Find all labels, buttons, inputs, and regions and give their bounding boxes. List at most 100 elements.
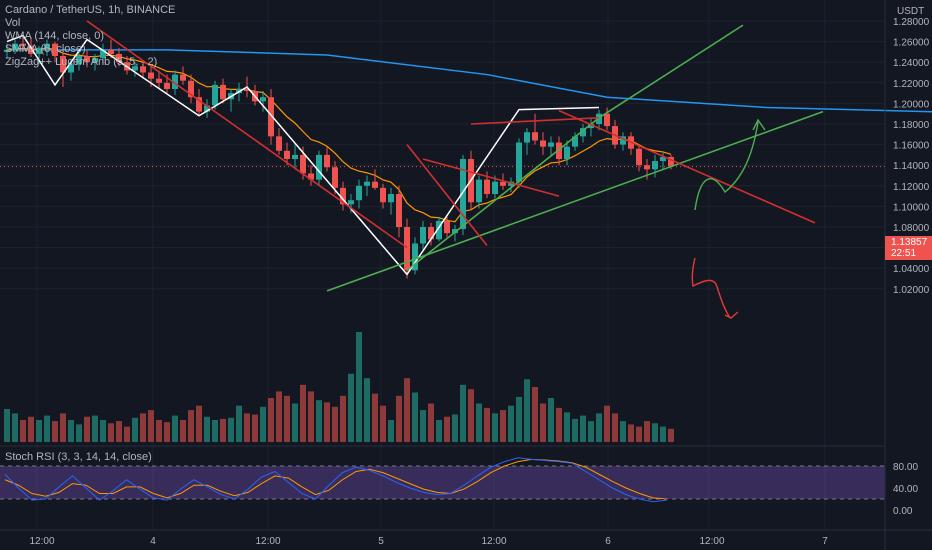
volume-bar bbox=[228, 417, 234, 442]
volume-bar bbox=[324, 402, 330, 442]
price-tick-label: 1.04000 bbox=[893, 264, 930, 275]
stoch-rsi-k-line bbox=[4, 457, 667, 503]
volume-bar bbox=[468, 389, 474, 442]
candle-body bbox=[412, 243, 418, 271]
volume-bar bbox=[644, 421, 650, 442]
volume-bar bbox=[220, 418, 226, 442]
volume-bar bbox=[12, 413, 18, 442]
time-tick-label: 12:00 bbox=[699, 536, 724, 547]
time-tick-label: 7 bbox=[822, 536, 828, 547]
candle-body bbox=[260, 97, 266, 102]
indicator-zigzag[interactable]: ZigZag++ Lucem Anb (5, 5, , 2) bbox=[5, 56, 158, 68]
volume-bar bbox=[316, 400, 322, 442]
price-tick-label: 1.28000 bbox=[893, 17, 930, 28]
volume-bar bbox=[292, 403, 298, 442]
indicator-smma[interactable]: SMMA (6, close) bbox=[5, 43, 86, 55]
candle-body bbox=[588, 124, 594, 129]
candle-body bbox=[4, 49, 10, 52]
volume-bar bbox=[4, 409, 10, 442]
candle-body bbox=[420, 227, 426, 244]
candle-body bbox=[476, 179, 482, 203]
candle-body bbox=[132, 66, 138, 71]
volume-bar bbox=[636, 426, 642, 442]
indicator-stoch-rsi[interactable]: Stoch RSI (3, 3, 14, 14, close) bbox=[5, 451, 152, 463]
time-tick-label: 12:00 bbox=[255, 536, 280, 547]
candle-body bbox=[636, 148, 642, 166]
volume-bar bbox=[652, 423, 658, 442]
volume-bar bbox=[60, 413, 66, 442]
candle-body bbox=[492, 181, 498, 195]
time-tick-label: 4 bbox=[150, 536, 156, 547]
candle-body bbox=[108, 49, 114, 54]
volume-bar bbox=[132, 417, 138, 442]
volume-bar bbox=[180, 420, 186, 442]
volume-bar bbox=[236, 405, 242, 442]
channel-line-red bbox=[422, 158, 560, 197]
candle-body bbox=[324, 154, 330, 168]
volume-bar bbox=[484, 407, 490, 442]
candle-body bbox=[596, 113, 602, 124]
volume-bar bbox=[124, 426, 130, 442]
last-price: 1.13857 bbox=[891, 237, 928, 248]
price-tick-label: 1.22000 bbox=[893, 79, 930, 90]
candle-body bbox=[460, 159, 466, 230]
price-tick-label: 1.08000 bbox=[893, 223, 930, 234]
candle-body bbox=[156, 78, 162, 83]
volume-bar bbox=[492, 413, 498, 442]
price-tick-label: 1.16000 bbox=[893, 141, 930, 152]
candle-body bbox=[60, 56, 66, 73]
volume-bar bbox=[252, 414, 258, 442]
candle-body bbox=[180, 74, 186, 81]
volume-bar bbox=[516, 396, 522, 442]
volume-bar bbox=[556, 407, 562, 442]
candle-body bbox=[204, 105, 210, 112]
volume-bar bbox=[668, 428, 674, 442]
last-price-tag: 1.13857 22:51 bbox=[885, 236, 932, 260]
candle-body bbox=[212, 84, 218, 106]
candle-body bbox=[556, 142, 562, 160]
volume-bar bbox=[420, 410, 426, 442]
volume-bar bbox=[68, 420, 74, 442]
stoch-rsi-pane bbox=[0, 445, 885, 503]
indicator-wma[interactable]: WMA (144, close, 0) bbox=[5, 30, 105, 42]
indicator-vol[interactable]: Vol bbox=[5, 17, 21, 29]
volume-bar bbox=[260, 406, 266, 442]
symbol-title[interactable]: Cardano / TetherUS, 1h, BINANCE bbox=[5, 4, 176, 16]
volume-bar bbox=[476, 403, 482, 442]
candle-body bbox=[268, 97, 274, 137]
candle-body bbox=[444, 220, 450, 234]
volume-bar bbox=[212, 420, 218, 442]
trend-drawings[interactable] bbox=[6, 20, 824, 319]
volume-bar bbox=[628, 424, 634, 442]
downtrend-line-red bbox=[86, 20, 408, 249]
volume-bar bbox=[268, 398, 274, 442]
volume-bar bbox=[580, 415, 586, 442]
candle-body bbox=[196, 97, 202, 112]
candle-body bbox=[164, 82, 170, 89]
volume-bar bbox=[588, 421, 594, 442]
volume-bar bbox=[396, 395, 402, 442]
volume-bar bbox=[356, 332, 362, 442]
candle-body bbox=[500, 181, 506, 186]
volume-bar bbox=[28, 416, 34, 442]
time-tick-label: 12:00 bbox=[29, 536, 54, 547]
volume-bar bbox=[52, 421, 58, 442]
candle-body bbox=[396, 194, 402, 227]
volume-bar bbox=[436, 420, 442, 442]
volume-bar bbox=[76, 424, 82, 442]
candle-body bbox=[572, 136, 578, 147]
volume-bar bbox=[244, 413, 250, 442]
candle-body bbox=[12, 43, 18, 50]
candle-body bbox=[548, 142, 554, 147]
volume-bar bbox=[540, 403, 546, 442]
volume-bar bbox=[36, 420, 42, 442]
candle-body bbox=[388, 194, 394, 203]
zigzag-line bbox=[6, 34, 600, 276]
volume-bar bbox=[404, 378, 410, 442]
candle-body bbox=[668, 156, 674, 167]
candle-body bbox=[372, 181, 378, 188]
candle-body bbox=[356, 185, 362, 201]
candle-body bbox=[340, 187, 346, 205]
